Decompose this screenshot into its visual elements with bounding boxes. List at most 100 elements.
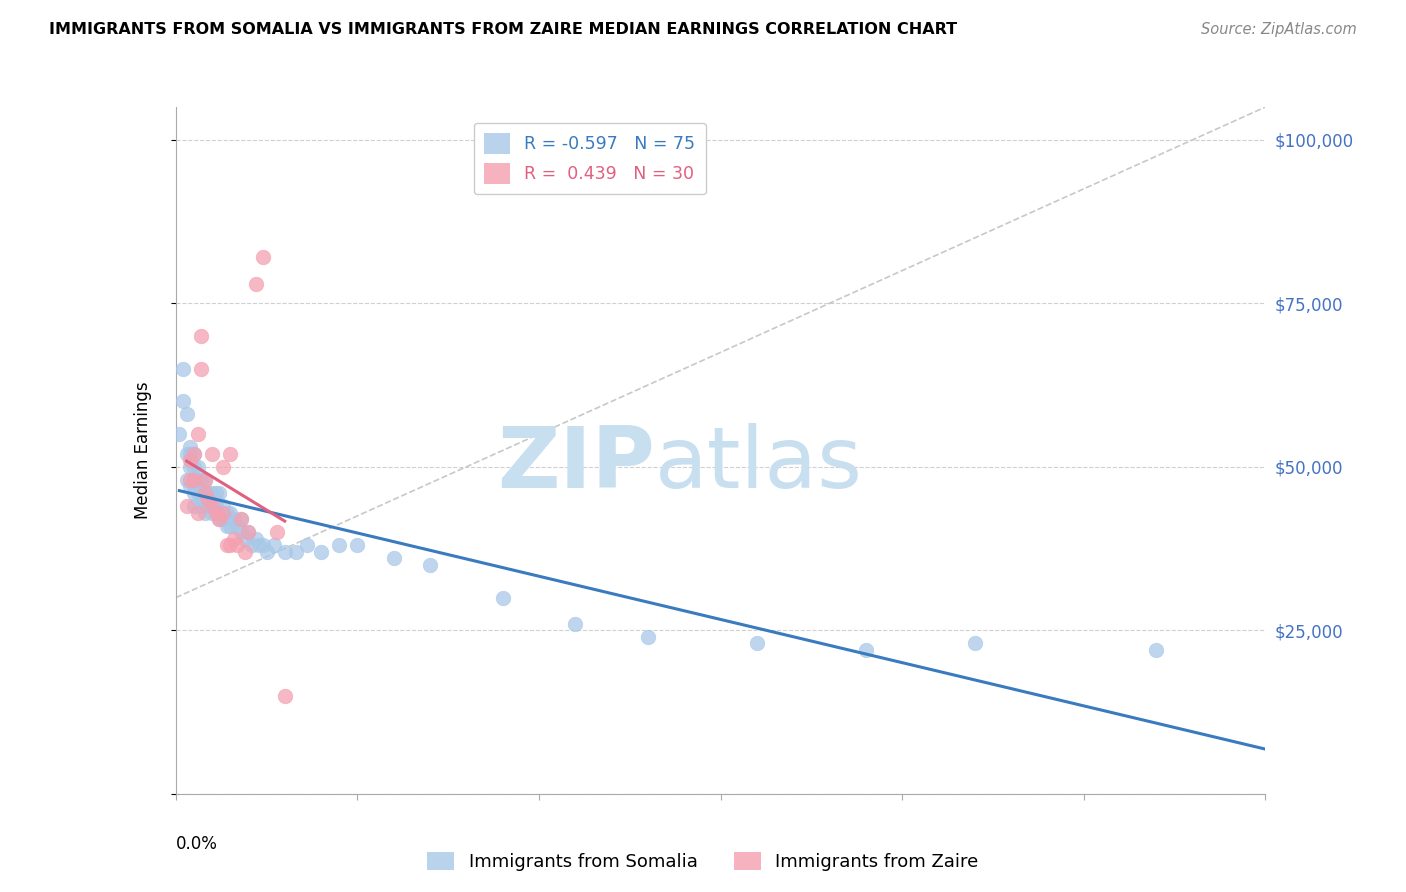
Point bbox=[183, 479, 205, 493]
Point bbox=[183, 486, 205, 500]
Point bbox=[190, 486, 212, 500]
Legend: Immigrants from Somalia, Immigrants from Zaire: Immigrants from Somalia, Immigrants from… bbox=[420, 845, 986, 879]
Point bbox=[204, 506, 226, 520]
Point bbox=[256, 545, 278, 559]
Point bbox=[637, 630, 659, 644]
Point bbox=[190, 492, 212, 507]
Point bbox=[247, 538, 270, 552]
Point bbox=[233, 532, 256, 546]
Point bbox=[190, 329, 212, 343]
Point bbox=[233, 545, 256, 559]
Point bbox=[745, 636, 768, 650]
Text: Source: ZipAtlas.com: Source: ZipAtlas.com bbox=[1201, 22, 1357, 37]
Point bbox=[266, 525, 288, 540]
Point bbox=[855, 643, 877, 657]
Point bbox=[226, 518, 249, 533]
Point bbox=[179, 479, 201, 493]
Point bbox=[201, 447, 224, 461]
Point bbox=[274, 689, 297, 703]
Point bbox=[240, 538, 263, 552]
Point bbox=[186, 473, 209, 487]
Point bbox=[201, 499, 224, 513]
Legend: R = -0.597   N = 75, R =  0.439   N = 30: R = -0.597 N = 75, R = 0.439 N = 30 bbox=[474, 122, 706, 194]
Point bbox=[215, 518, 238, 533]
Point bbox=[346, 538, 368, 552]
Point bbox=[186, 506, 209, 520]
Point bbox=[212, 459, 235, 474]
Point bbox=[1146, 643, 1168, 657]
Point bbox=[186, 486, 209, 500]
Point bbox=[245, 532, 267, 546]
Point bbox=[176, 408, 198, 422]
Point bbox=[226, 538, 249, 552]
Point bbox=[179, 473, 201, 487]
Point bbox=[183, 473, 205, 487]
Point bbox=[194, 486, 217, 500]
Point bbox=[252, 538, 274, 552]
Point bbox=[172, 394, 194, 409]
Point bbox=[231, 512, 253, 526]
Point bbox=[186, 459, 209, 474]
Point bbox=[197, 486, 219, 500]
Point bbox=[219, 538, 242, 552]
Point bbox=[197, 492, 219, 507]
Point bbox=[212, 499, 235, 513]
Point bbox=[204, 499, 226, 513]
Point bbox=[190, 473, 212, 487]
Point bbox=[179, 459, 201, 474]
Point bbox=[183, 473, 205, 487]
Text: IMMIGRANTS FROM SOMALIA VS IMMIGRANTS FROM ZAIRE MEDIAN EARNINGS CORRELATION CHA: IMMIGRANTS FROM SOMALIA VS IMMIGRANTS FR… bbox=[49, 22, 957, 37]
Point bbox=[204, 492, 226, 507]
Point bbox=[197, 492, 219, 507]
Point bbox=[186, 473, 209, 487]
Point bbox=[215, 506, 238, 520]
Point bbox=[212, 506, 235, 520]
Point bbox=[492, 591, 515, 605]
Point bbox=[219, 506, 242, 520]
Point bbox=[176, 499, 198, 513]
Point bbox=[963, 636, 986, 650]
Point bbox=[222, 512, 245, 526]
Point bbox=[190, 361, 212, 376]
Point bbox=[382, 551, 405, 566]
Point bbox=[245, 277, 267, 291]
Point bbox=[183, 459, 205, 474]
Point bbox=[179, 447, 201, 461]
Point bbox=[208, 486, 231, 500]
Point bbox=[208, 506, 231, 520]
Point bbox=[204, 486, 226, 500]
Point bbox=[179, 453, 201, 467]
Point bbox=[183, 499, 205, 513]
Point bbox=[238, 525, 260, 540]
Point bbox=[419, 558, 441, 572]
Point bbox=[190, 499, 212, 513]
Point bbox=[231, 512, 253, 526]
Point bbox=[219, 518, 242, 533]
Point bbox=[222, 532, 245, 546]
Point bbox=[215, 538, 238, 552]
Point bbox=[186, 479, 209, 493]
Point bbox=[564, 616, 586, 631]
Point bbox=[201, 499, 224, 513]
Point bbox=[176, 473, 198, 487]
Point bbox=[172, 361, 194, 376]
Point bbox=[176, 447, 198, 461]
Point bbox=[194, 486, 217, 500]
Point bbox=[295, 538, 318, 552]
Point bbox=[252, 251, 274, 265]
Text: ZIP: ZIP bbox=[498, 423, 655, 506]
Text: 0.0%: 0.0% bbox=[176, 835, 218, 853]
Point bbox=[274, 545, 297, 559]
Point bbox=[179, 440, 201, 454]
Point bbox=[183, 447, 205, 461]
Point bbox=[197, 499, 219, 513]
Y-axis label: Median Earnings: Median Earnings bbox=[134, 382, 152, 519]
Point bbox=[201, 506, 224, 520]
Point bbox=[194, 473, 217, 487]
Point bbox=[263, 538, 285, 552]
Point bbox=[284, 545, 307, 559]
Point bbox=[194, 473, 217, 487]
Point bbox=[309, 545, 332, 559]
Text: atlas: atlas bbox=[655, 423, 863, 506]
Point bbox=[183, 447, 205, 461]
